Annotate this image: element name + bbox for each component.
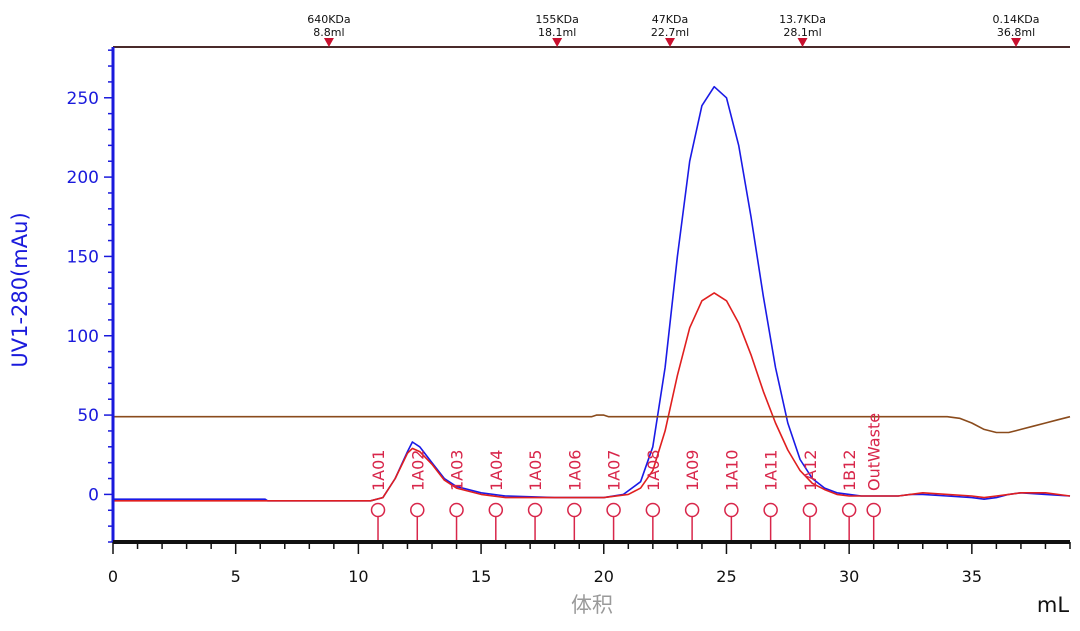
fraction-circle <box>449 502 464 518</box>
mw-marker-volume: 8.8ml <box>313 26 344 39</box>
fraction-circle <box>684 502 700 518</box>
fraction-markers: 1A01 1A02 1A03 1A04 1A05 1A06 1A07 1A08 1A09 1A10… <box>369 413 884 540</box>
series-line-2 <box>113 292 1071 502</box>
mw-marker-triangle <box>552 38 563 47</box>
fraction-circle <box>763 502 778 518</box>
x-tick-label: 30 <box>839 567 859 586</box>
x-tick-label: 35 <box>962 567 982 586</box>
fraction-circle <box>841 502 857 518</box>
fraction-label: 1A06 <box>565 450 584 491</box>
fraction-label: OutWaste <box>865 413 884 491</box>
mw-marker-mass: 0.14KDa <box>993 13 1040 26</box>
mw-marker-volume: 18.1ml <box>538 26 576 39</box>
fraction-1a07: 1A07 <box>605 450 624 540</box>
fraction-circle <box>645 502 661 518</box>
mw-marker-triangle <box>323 38 334 47</box>
fraction-circle <box>488 502 504 518</box>
fraction-circle <box>724 502 739 518</box>
fraction-circle <box>802 502 818 518</box>
fraction-1a04: 1A04 <box>487 450 506 540</box>
fraction-1a01: 1A01 <box>369 450 388 540</box>
fraction-1a11: 1A11 <box>762 450 781 540</box>
mw-marker-mass: 155KDa <box>535 13 578 26</box>
y-axis-label: UV1-280(mAu) <box>8 212 32 367</box>
series-line-3 <box>113 414 1071 434</box>
fraction-label: 1A11 <box>762 450 781 491</box>
mw-marker-mass: 640KDa <box>307 13 350 26</box>
mw-marker-triangle <box>665 38 676 47</box>
y-tick-label: 200 <box>67 168 99 188</box>
fraction-label: 1A01 <box>369 450 388 491</box>
fraction-label: 1A08 <box>644 450 663 491</box>
fraction-label: 1A07 <box>605 450 624 491</box>
fraction-circle <box>866 502 881 518</box>
x-axis-unit: mL <box>1037 593 1069 617</box>
mw-marker-volume: 28.1ml <box>783 26 821 39</box>
y-tick-label: 0 <box>88 485 99 505</box>
mw-marker-mass: 13.7KDa <box>779 13 826 26</box>
fraction-1a08: 1A08 <box>644 450 663 540</box>
fraction-label: 1A05 <box>526 450 545 491</box>
mw-marker-volume: 22.7ml <box>651 26 689 39</box>
x-tick-label: 0 <box>108 567 118 586</box>
fraction-circle <box>527 502 543 518</box>
fraction-1a10: 1A10 <box>722 450 741 540</box>
fraction-1a12: 1A12 <box>801 450 820 540</box>
fraction-label: 1A10 <box>722 450 741 491</box>
mw-marker-volume: 36.8ml <box>997 26 1035 39</box>
y-tick-label: 100 <box>67 327 99 347</box>
x-tick-label: 20 <box>594 567 614 586</box>
mw-marker-triangle <box>797 38 808 47</box>
fraction-outwaste: OutWaste <box>865 413 884 540</box>
y-tick-label: 150 <box>67 247 99 267</box>
fraction-circle <box>410 502 425 518</box>
x-axis-label: 体积 <box>571 593 613 617</box>
fraction-circle <box>606 502 621 518</box>
fraction-1a02: 1A02 <box>408 450 427 540</box>
fraction-label: 1A09 <box>683 450 702 491</box>
fraction-1a09: 1A09 <box>683 450 702 540</box>
series-line-1 <box>113 85 1071 502</box>
fraction-1a06: 1A06 <box>565 450 584 540</box>
y-tick-label: 250 <box>67 89 99 109</box>
x-tick-label: 5 <box>231 567 241 586</box>
fraction-label: 1B12 <box>840 449 859 491</box>
x-tick-label: 25 <box>716 567 736 586</box>
fraction-label: 1A02 <box>408 450 427 491</box>
mw-marker-triangle <box>1011 38 1022 47</box>
x-tick-label: 10 <box>348 567 368 586</box>
fraction-label: 1A04 <box>487 450 506 491</box>
fraction-1b12: 1B12 <box>840 449 859 540</box>
y-tick-label: 50 <box>77 406 99 426</box>
fraction-label: 1A12 <box>801 450 820 491</box>
mw-marker-mass: 47KDa <box>652 13 688 26</box>
fraction-1a05: 1A05 <box>526 450 545 540</box>
fraction-circle <box>567 502 582 518</box>
x-tick-label: 15 <box>471 567 491 586</box>
fraction-1a03: 1A03 <box>448 450 467 540</box>
fraction-circle <box>370 502 386 518</box>
fraction-label: 1A03 <box>448 450 467 491</box>
series-group <box>113 85 1071 502</box>
axes-group: 0 50 100 150 200 250 0 5 10 15 20 25 30 35 <box>67 47 1071 586</box>
